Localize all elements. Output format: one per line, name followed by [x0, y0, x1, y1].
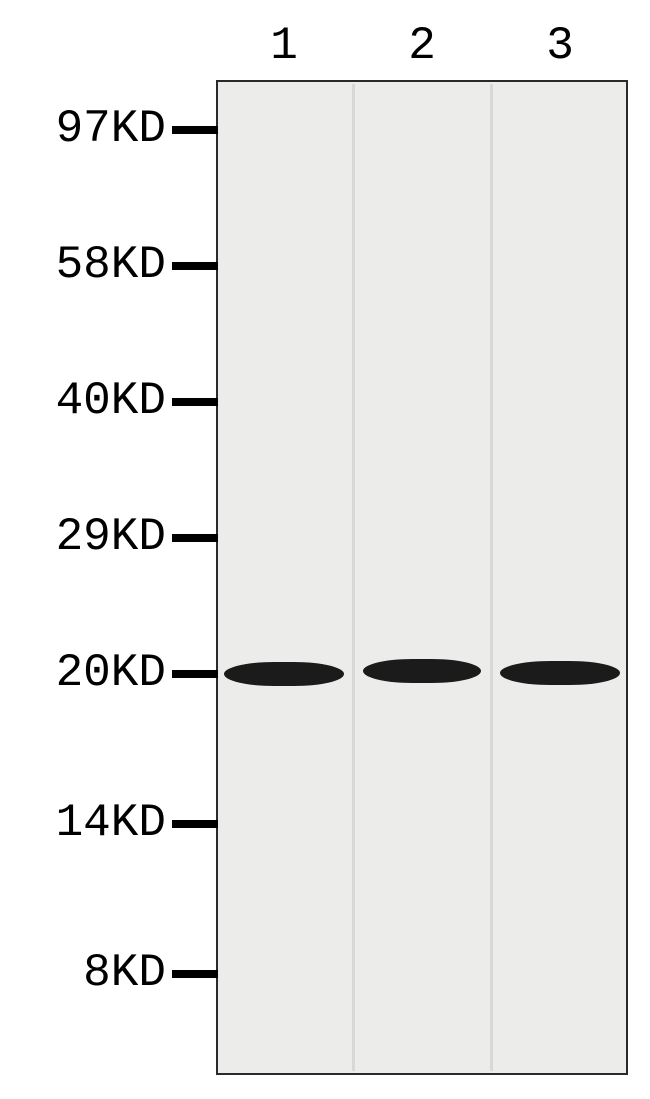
western-blot-figure: 1 2 3 97KD 58KD 40KD 29KD 20KD 14KD 8KD	[0, 0, 650, 1099]
lane-label-1: 1	[254, 20, 314, 72]
lane-separator	[490, 84, 493, 1071]
lane-label-2: 2	[392, 20, 452, 72]
blot-membrane	[216, 80, 628, 1075]
mw-marker-tick	[172, 126, 218, 134]
protein-band	[363, 659, 481, 683]
lane-separator	[352, 84, 355, 1071]
mw-marker-tick	[172, 398, 218, 406]
mw-marker-label: 58KD	[56, 239, 166, 291]
mw-marker-label: 29KD	[56, 511, 166, 563]
mw-marker-label: 40KD	[56, 375, 166, 427]
mw-marker-label: 97KD	[56, 103, 166, 155]
mw-marker-tick	[172, 534, 218, 542]
mw-marker-label: 8KD	[83, 947, 166, 999]
protein-band	[224, 662, 344, 686]
mw-marker-tick	[172, 820, 218, 828]
mw-marker-label: 14KD	[56, 797, 166, 849]
mw-marker-label: 20KD	[56, 647, 166, 699]
mw-marker-tick	[172, 670, 218, 678]
mw-marker-tick	[172, 262, 218, 270]
protein-band	[500, 661, 620, 685]
mw-marker-tick	[172, 970, 218, 978]
lane-label-3: 3	[530, 20, 590, 72]
